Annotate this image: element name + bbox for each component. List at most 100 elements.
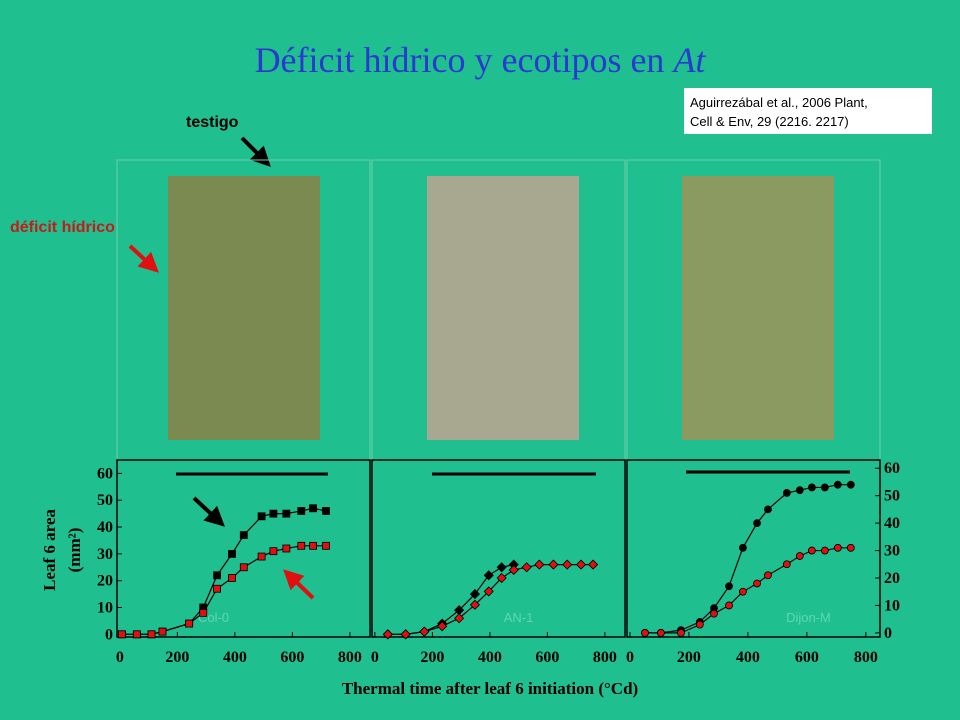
marker [454,613,465,624]
marker [782,489,791,497]
marker [738,587,747,596]
citation-box [684,88,932,134]
marker [132,630,141,639]
y-tick-label: 60 [884,460,900,477]
panel-label: Dijon-M [786,610,831,625]
marker [269,547,278,556]
marker [820,546,829,555]
marker [322,541,330,550]
photos [168,176,834,440]
marker [657,628,665,637]
marker [846,480,855,489]
x-tick-label: 600 [280,649,304,666]
marker [753,579,761,588]
marker [496,572,507,584]
x-tick-label: 800 [593,649,617,666]
plot-frame [116,459,371,638]
marker [807,483,816,492]
marker [710,609,718,618]
y-tick-label: 40 [97,519,113,536]
citation: Cell & Env, 29 (2216. 2217) [690,114,849,129]
marker [695,620,704,629]
y-tick-label: 40 [884,515,900,532]
title-italic: At [671,40,706,80]
marker [158,627,167,636]
x-tick-label: 200 [677,649,701,666]
plot-frame [626,459,881,638]
marker [199,608,208,617]
marker [725,582,733,591]
plot-frame [371,459,626,638]
data-line [387,564,514,635]
x-tick-label: 800 [854,649,878,666]
marker [185,619,194,628]
marker [322,507,330,515]
marker [795,552,804,560]
marker [228,574,236,582]
marker [534,559,545,570]
y-axis-label: Leaf 6 area [40,509,59,591]
y-tick-label: 30 [884,543,900,560]
marker [257,512,266,521]
marker [833,480,842,489]
marker [483,586,494,597]
marker [309,541,317,550]
slide-title: Déficit hídrico y ecotipos en At [255,40,707,80]
marker [725,601,733,610]
marker [382,629,393,640]
marker [400,629,411,640]
marker [677,628,685,637]
y-tick-label: 10 [884,597,900,614]
marker [469,589,480,600]
marker [521,562,532,573]
x-tick-label: 200 [165,649,189,666]
arrow [192,496,225,527]
y-tick-label: 10 [97,600,113,617]
marker [575,559,587,570]
marker [807,546,816,555]
marker [282,509,291,518]
marker [437,621,448,632]
x-tick-label: 400 [736,649,760,666]
marker [239,563,248,572]
y-tick-label: 60 [97,465,113,482]
y-tick-label: 20 [97,573,113,590]
y-axis-unit: (mm²) [65,528,84,573]
x-tick-label: 600 [535,649,559,666]
y-tick-label: 0 [884,625,892,642]
x-tick-label: 800 [338,649,362,666]
marker [469,599,480,610]
x-tick-label: 0 [626,649,634,666]
marker [795,486,804,495]
marker [297,507,306,515]
x-tick-label: 600 [795,649,819,666]
marker [213,571,221,580]
marker [309,504,317,513]
y-tick-label: 0 [105,626,113,643]
x-tick-label: 200 [420,649,444,666]
marker [782,560,791,569]
marker [738,543,747,552]
marker [257,552,266,561]
marker [846,543,855,552]
x-tick-label: 400 [223,649,247,666]
x-axis-label: Thermal time after leaf 6 initiation (°C… [342,679,638,698]
y-tick-label: 50 [884,488,900,505]
y-tick-label: 50 [97,492,113,509]
marker [833,543,842,552]
marker [297,541,306,550]
citation: Aguirrezábal et al., 2006 Plant, [690,95,868,110]
marker [269,509,278,518]
label-control: testigo [186,114,239,131]
marker [820,483,829,492]
x-tick-label: 0 [371,649,379,666]
marker [588,559,599,570]
label-deficit: déficit hídrico [10,219,115,236]
marker [213,584,221,593]
marker [117,630,126,639]
y-tick-label: 30 [97,546,113,563]
arrow [283,569,315,600]
y-tick-label: 20 [884,570,900,587]
marker [641,628,649,637]
